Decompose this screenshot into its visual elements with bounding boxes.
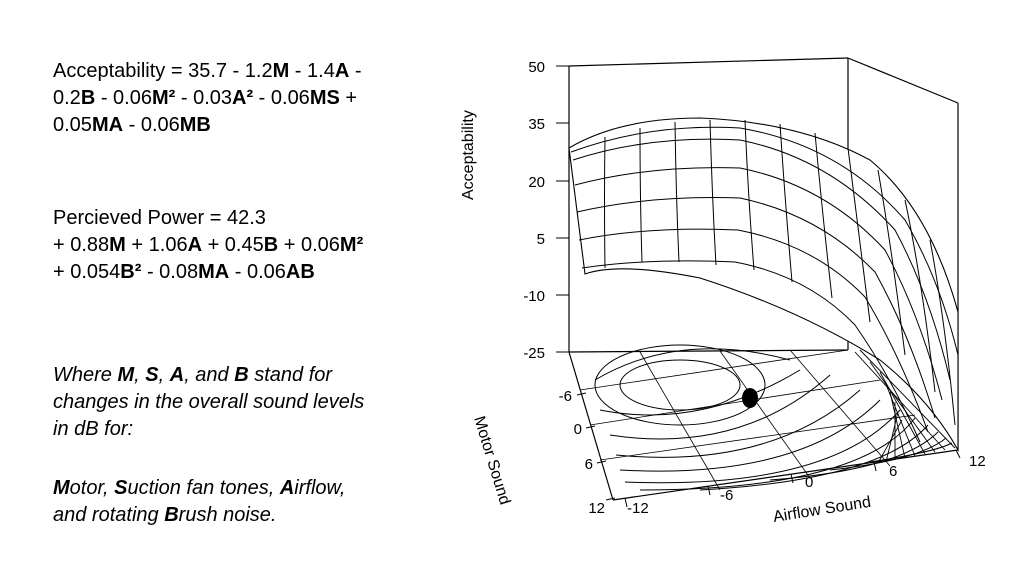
acceptability-surface [568, 117, 959, 453]
equation-text: 0.2 [53, 87, 81, 109]
equation-text: changes in the overall sound levels [53, 391, 365, 413]
bold-variable-text: A [169, 364, 185, 386]
bold-variable-text: M [272, 60, 290, 82]
legend-line-1: Motor, Suction fan tones, Airflow, [53, 475, 345, 502]
airflow-tick-label: -6 [720, 487, 733, 504]
bold-variable-text: B [80, 87, 96, 109]
acceptability-eq-line-1: Acceptability = 35.7 - 1.2M - 1.4A - [53, 58, 362, 85]
equation-text: - 0.03 [175, 87, 232, 109]
equation-text: - 0.08 [141, 261, 199, 283]
bold-variable-text: S [145, 364, 159, 386]
bold-variable-text: MS [309, 87, 340, 109]
bold-variable-text: M² [151, 87, 176, 109]
power-eq-line-3: + 0.054B² - 0.08MA - 0.06AB [53, 259, 363, 286]
airflow-axis-title: Airflow Sound [772, 494, 872, 526]
z-tick-label: 5 [537, 231, 545, 248]
equation-text: in dB for: [53, 418, 134, 440]
acceptability-eq-line-3: 0.05MA - 0.06MB [53, 112, 362, 139]
variable-legend-note: Motor, Suction fan tones, Airflow, and r… [53, 475, 345, 529]
equation-text: rush noise. [178, 504, 277, 526]
z-tick-label: 35 [528, 116, 545, 133]
equation-text: - 0.06 [95, 87, 152, 109]
equation-text: + 0.88 [53, 234, 110, 256]
airflow-tick-label: 12 [969, 453, 986, 470]
equation-text: Acceptability = 35.7 - 1.2 [53, 60, 273, 82]
equation-text: - 0.06 [253, 87, 310, 109]
z-axis-title: Acceptability [460, 110, 477, 200]
power-eq-line-2: + 0.88M + 1.06A + 0.45B + 0.06M² [53, 232, 363, 259]
floor-contours [594, 344, 953, 491]
airflow-tick-label: 6 [889, 463, 897, 480]
motor-axis [576, 392, 616, 501]
bold-variable-text: B [164, 504, 179, 526]
power-eq-line-1: Percieved Power = 42.3 [53, 205, 363, 232]
bold-variable-text: AB [285, 261, 315, 283]
equation-text: + [339, 87, 358, 109]
z-tick-label: -10 [523, 288, 545, 305]
airflow-axis [624, 449, 961, 508]
equation-text: Percieved Power = 42.3 [53, 207, 266, 229]
equation-text: stand for [248, 364, 333, 386]
bold-variable-text: MA [91, 114, 124, 136]
variable-definition-note: Where M, S, A, and B stand for changes i… [53, 362, 364, 443]
z-tick-label: 50 [528, 59, 545, 76]
equation-text: , [158, 364, 170, 386]
motor-tick-label: 12 [588, 500, 605, 517]
surface-mesh-columns [604, 119, 956, 426]
bold-variable-text: A [279, 477, 295, 499]
bold-variable-text: B [234, 364, 249, 386]
equation-text: + 0.054 [53, 261, 121, 283]
acceptability-equation: Acceptability = 35.7 - 1.2M - 1.4A - 0.2… [53, 58, 362, 139]
motor-tick-label: 0 [574, 421, 582, 438]
bold-variable-text: A [187, 234, 203, 256]
bold-variable-text: M² [339, 234, 364, 256]
note-line-3: in dB for: [53, 416, 364, 443]
acceptability-eq-line-2: 0.2B - 0.06M² - 0.03A² - 0.06MS + [53, 85, 362, 112]
floor-grid [579, 349, 916, 491]
airflow-tick-label: 0 [805, 474, 813, 491]
bold-variable-text: MB [179, 114, 211, 136]
motor-tick-label: 6 [585, 456, 593, 473]
equation-text: Where [53, 364, 118, 386]
z-axis [556, 65, 569, 353]
equation-text: uction fan tones, [127, 477, 280, 499]
equation-text: otor, [69, 477, 115, 499]
bold-variable-text: M [53, 477, 70, 499]
legend-line-2: and rotating Brush noise. [53, 502, 345, 529]
equation-text: and rotating [53, 504, 165, 526]
motor-tick-label: -6 [559, 388, 572, 405]
z-tick-label: -25 [523, 345, 545, 362]
bold-variable-text: S [114, 477, 128, 499]
perceived-power-equation: Percieved Power = 42.3 + 0.88M + 1.06A +… [53, 205, 363, 286]
optimum-marker [742, 388, 758, 408]
equation-text: + 1.06 [125, 234, 188, 256]
equation-text: - 0.06 [229, 261, 286, 283]
note-line-2: changes in the overall sound levels [53, 389, 364, 416]
bold-variable-text: B² [120, 261, 142, 283]
motor-axis-title: Motor Sound [470, 414, 513, 507]
equation-text: , and [184, 364, 235, 386]
note-line-1: Where M, S, A, and B stand for [53, 362, 364, 389]
bold-variable-text: M [109, 234, 126, 256]
equation-text: , [134, 364, 146, 386]
equation-text: 0.05 [53, 114, 92, 136]
airflow-tick-label: -12 [627, 500, 649, 517]
z-tick-label: 20 [528, 174, 545, 191]
bold-variable-text: A [334, 60, 350, 82]
bold-variable-text: M [117, 364, 135, 386]
bold-variable-text: B [263, 234, 279, 256]
equation-text: - 0.06 [123, 114, 180, 136]
equation-text: - 1.4 [289, 60, 335, 82]
bold-variable-text: MA [198, 261, 230, 283]
equation-text: + 0.06 [278, 234, 340, 256]
equation-text: - [349, 60, 362, 82]
bold-variable-text: A² [232, 87, 254, 109]
equation-text: + 0.45 [202, 234, 264, 256]
equation-text: irflow, [294, 477, 346, 499]
